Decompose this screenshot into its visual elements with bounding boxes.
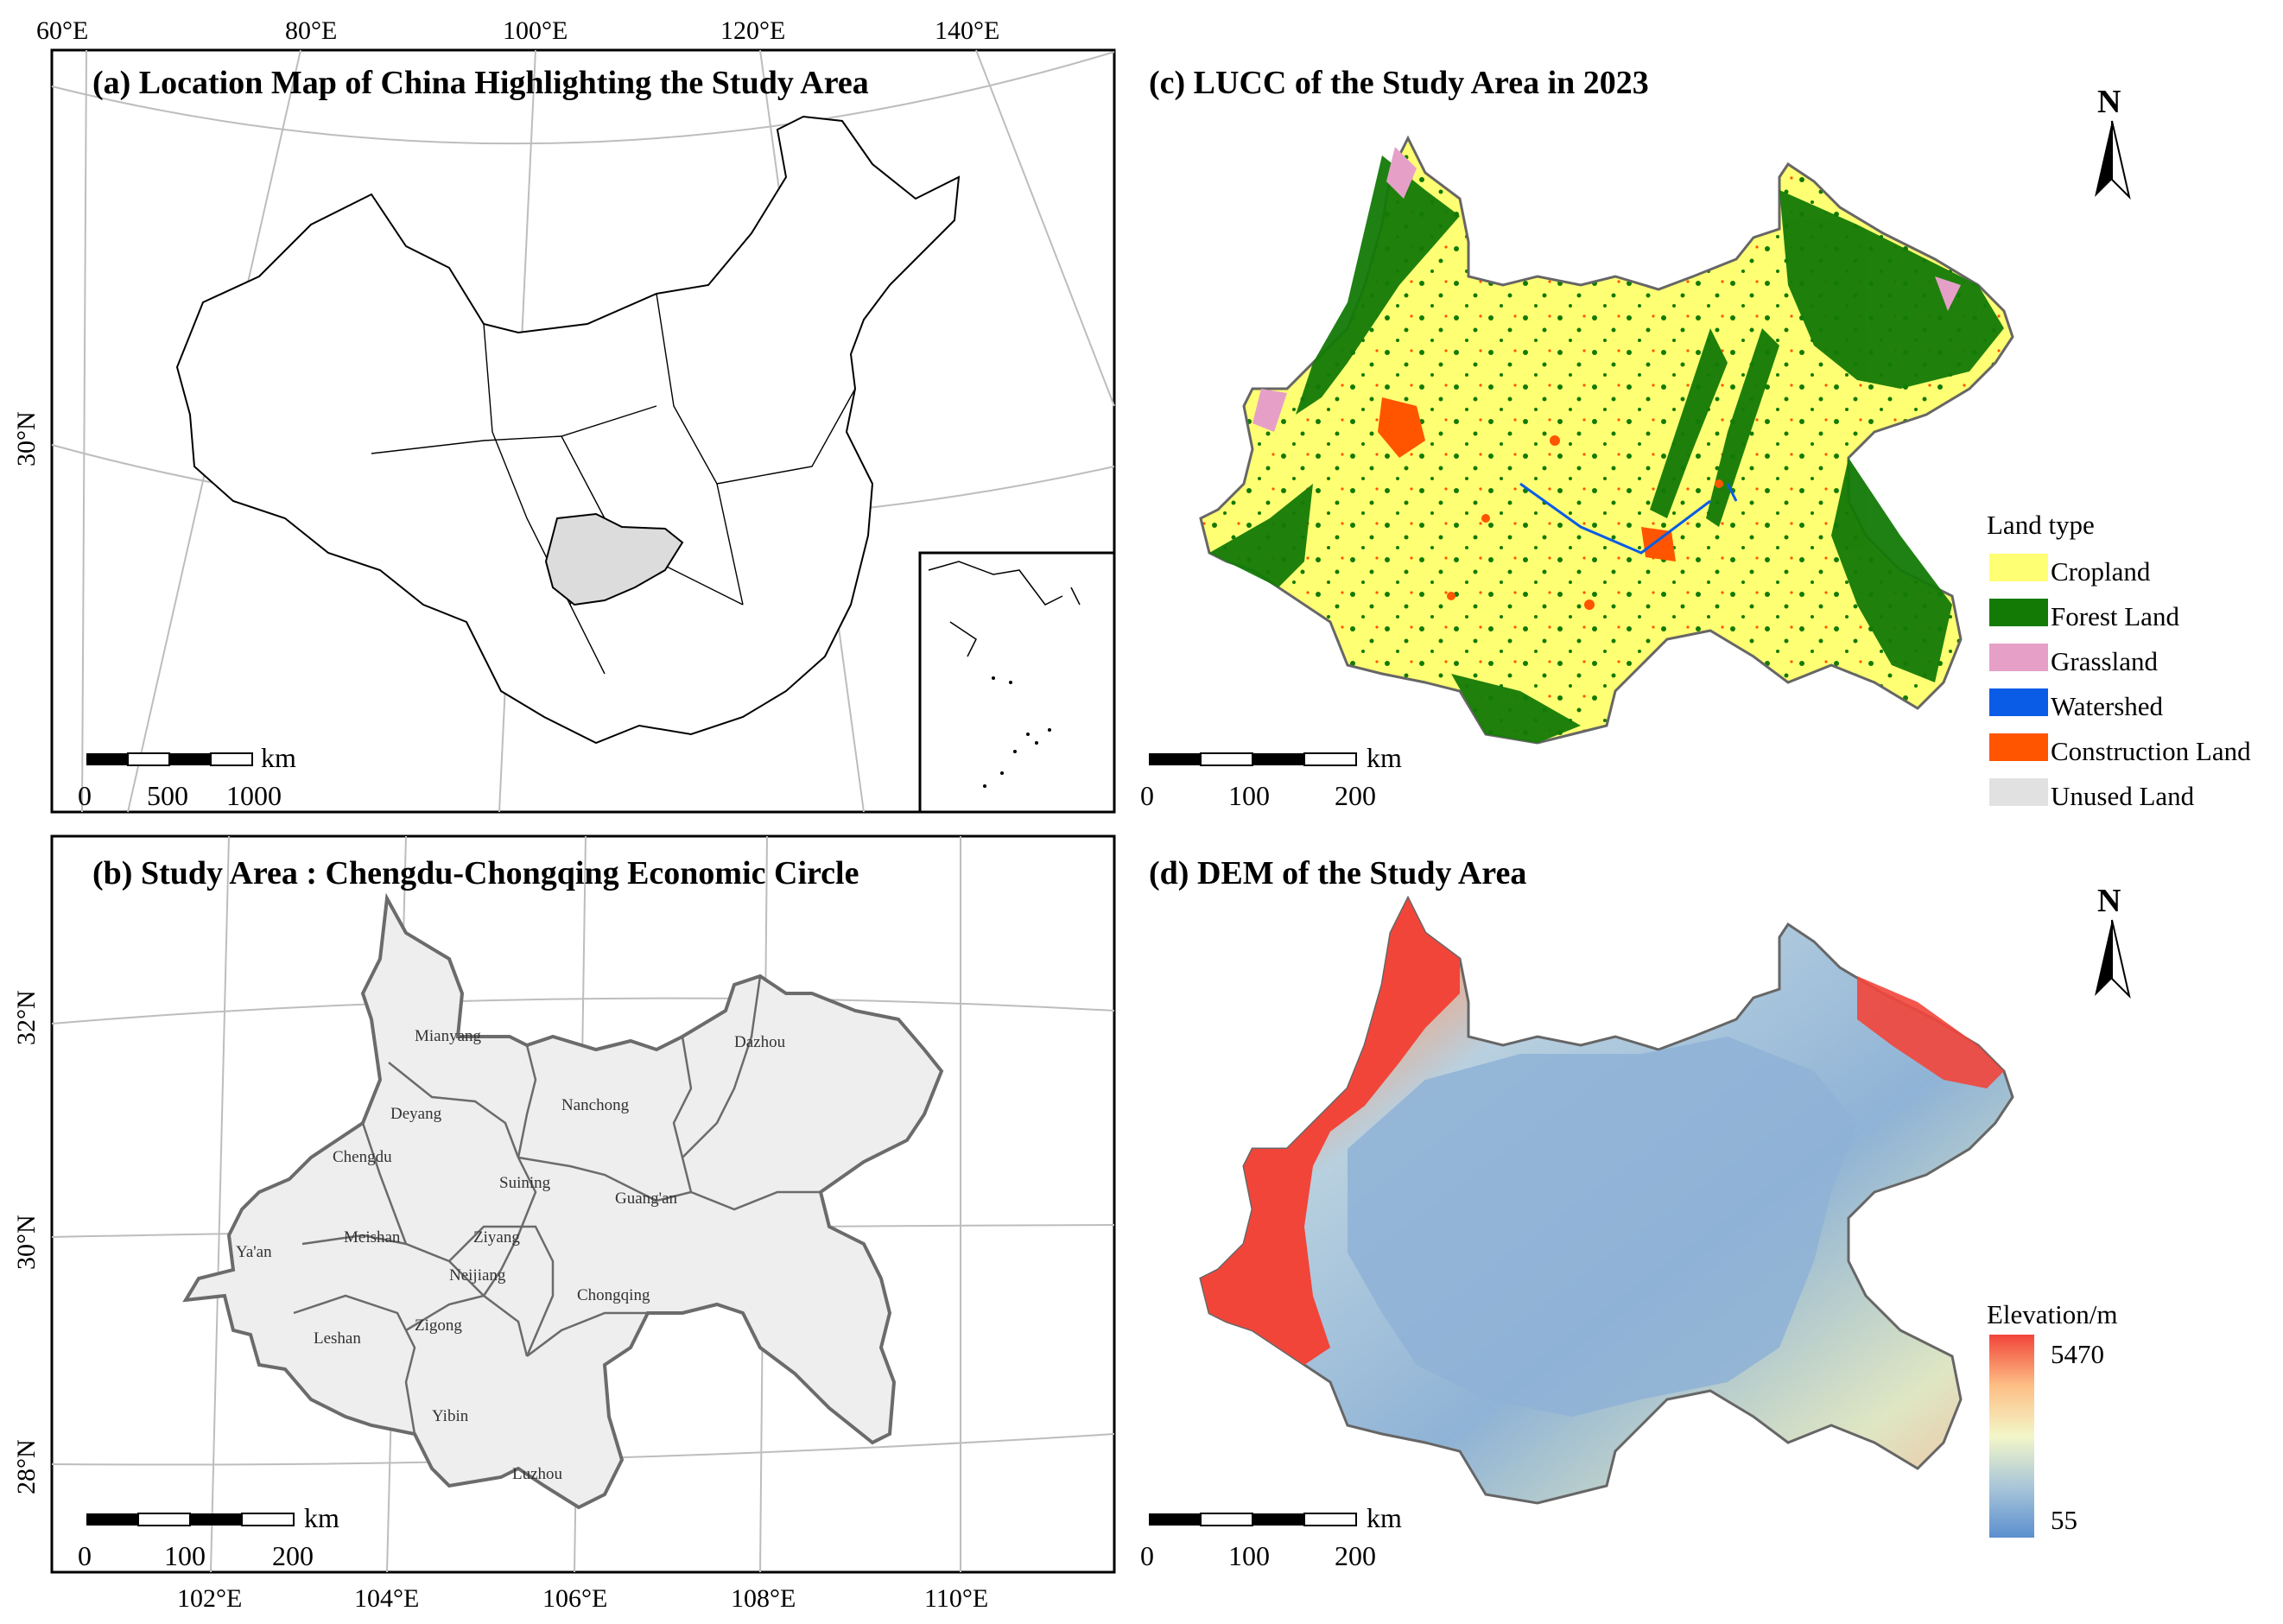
elevation-legend-max: 5470 [2051, 1339, 2104, 1369]
lucc-legend-label: Cropland [2051, 556, 2151, 587]
panel-b-lon-tick: 108°E [731, 1584, 796, 1613]
city-label: Chengdu [333, 1148, 392, 1166]
inset-coastline [928, 561, 1081, 657]
legend-swatch-unused-land [1989, 778, 2048, 806]
lucc-legend-label: Forest Land [2051, 601, 2179, 631]
panel-a-scale-label: 500 [147, 780, 188, 811]
panel-a-scale-label: 0 [78, 780, 92, 811]
ccec-region [182, 892, 944, 1510]
panel-b-lon-tick: 102°E [177, 1584, 242, 1613]
panel-d-scale-unit: km [1367, 1502, 1402, 1533]
panel-c-scale-label: 200 [1335, 780, 1376, 811]
lucc-legend-title: Land type [1987, 510, 2095, 540]
panel-a-scale-label: 1000 [226, 780, 282, 811]
city-label: Nanchong [561, 1096, 630, 1114]
legend-swatch-watershed [1989, 688, 2048, 716]
panel-d-scale-label: 200 [1335, 1540, 1376, 1571]
panel-d-north-label: N [2097, 883, 2121, 919]
panel-a-lon-tick: 120°E [720, 16, 785, 45]
panel-b-scale-unit: km [304, 1502, 339, 1533]
city-label: Suining [499, 1174, 551, 1192]
city-label: Yibin [432, 1407, 469, 1425]
panel-b-study-area-map [50, 834, 1116, 1574]
panel-b-lon-tick: 104°E [354, 1584, 419, 1613]
city-label: Mianyang [415, 1027, 482, 1045]
dem-west-highlands [1201, 898, 1460, 1365]
legend-swatch-construction-land [1989, 733, 2048, 761]
panel-b-lon-tick: 110°E [924, 1584, 988, 1613]
panel-a-lon-tick: 140°E [935, 16, 999, 45]
city-label: Guang'an [615, 1189, 678, 1208]
lucc-legend-label: Watershed [2051, 691, 2164, 721]
panel-c-north-label: N [2097, 84, 2121, 120]
panel-a-lon-tick: 80°E [285, 16, 337, 45]
panel-b-lat-tick: 28°N [12, 1439, 41, 1494]
construction-land [1378, 397, 1723, 610]
panel-b-scale-bar [86, 1513, 295, 1526]
panel-a-location-map [50, 48, 1116, 814]
forest-belts [1209, 155, 2004, 743]
panel-a-lon-tick: 60°E [36, 16, 88, 45]
grassland-patches [1252, 147, 1961, 432]
city-label: Deyang [390, 1105, 442, 1123]
panel-c-scale-label: 100 [1228, 780, 1270, 811]
panel-a-scale-unit: km [261, 742, 296, 773]
panel-b-scale-label: 200 [272, 1540, 314, 1571]
elevation-legend-min: 55 [2051, 1505, 2077, 1535]
panel-b-scale-label: 0 [78, 1540, 92, 1571]
lucc-legend-swatches [1989, 554, 2048, 806]
panel-d-scale-bar [1149, 1513, 1357, 1526]
panel-a-lon-tick: 100°E [503, 16, 568, 45]
panel-d-dem-map [1149, 895, 2131, 1538]
panel-d-north-arrow-icon [2095, 919, 2131, 999]
panel-c-north-arrow-icon [2095, 120, 2131, 200]
panel-b-scale-label: 100 [164, 1540, 206, 1571]
panel-c-scale-bar [1149, 752, 1357, 766]
panel-c-lucc-map [1149, 120, 2131, 806]
lucc-legend-label: Construction Land [2051, 736, 2251, 766]
legend-swatch-cropland [1989, 554, 2048, 581]
lucc-legend-label: Grassland [2051, 646, 2158, 676]
city-label: Ziyang [473, 1228, 520, 1247]
dem-basin [1348, 1037, 1857, 1417]
elevation-ramp [1989, 1335, 2034, 1538]
panel-b-title: (b) Study Area : Chengdu-Chongqing Econo… [92, 855, 859, 891]
south-china-sea-inset [918, 551, 1116, 814]
panel-c-scale-unit: km [1367, 742, 1402, 773]
panel-b-lat-tick: 30°N [12, 1215, 41, 1270]
dem-northeast-highlands [1857, 976, 2004, 1088]
legend-swatch-forest-land [1989, 599, 2048, 626]
city-label: Zigong [415, 1316, 462, 1335]
city-label: Chongqing [577, 1286, 650, 1304]
study-area-highlight [544, 512, 684, 606]
inset-islands [983, 676, 1051, 788]
panel-d-scale-label: 100 [1228, 1540, 1270, 1571]
panel-d-scale-label: 0 [1140, 1540, 1154, 1571]
city-label: Dazhou [734, 1033, 786, 1051]
lucc-legend-label: Unused Land [2051, 781, 2195, 811]
panel-d-title: (d) DEM of the Study Area [1149, 855, 1526, 891]
panel-c-title: (c) LUCC of the Study Area in 2023 [1149, 65, 1649, 101]
panel-c-scale-label: 0 [1140, 780, 1154, 811]
legend-swatch-grassland [1989, 644, 2048, 671]
city-label: Neijiang [449, 1266, 506, 1285]
panel-a-scale-bar [86, 752, 253, 766]
city-label: Ya'an [236, 1243, 272, 1261]
panel-a-lat-tick: 30°N [12, 411, 41, 466]
city-label: Leshan [314, 1329, 361, 1348]
panel-a-title: (a) Location Map of China Highlighting t… [92, 65, 869, 101]
panel-b-lon-tick: 106°E [542, 1584, 607, 1613]
elevation-legend-title: Elevation/m [1987, 1299, 2118, 1329]
watershed-lines [1519, 482, 1738, 555]
city-label: Luzhou [512, 1465, 563, 1483]
ccec-internal-boundaries [293, 975, 821, 1435]
city-label: Meishan [344, 1228, 401, 1247]
china-outline [175, 115, 961, 745]
panel-b-lat-tick: 32°N [12, 990, 41, 1045]
